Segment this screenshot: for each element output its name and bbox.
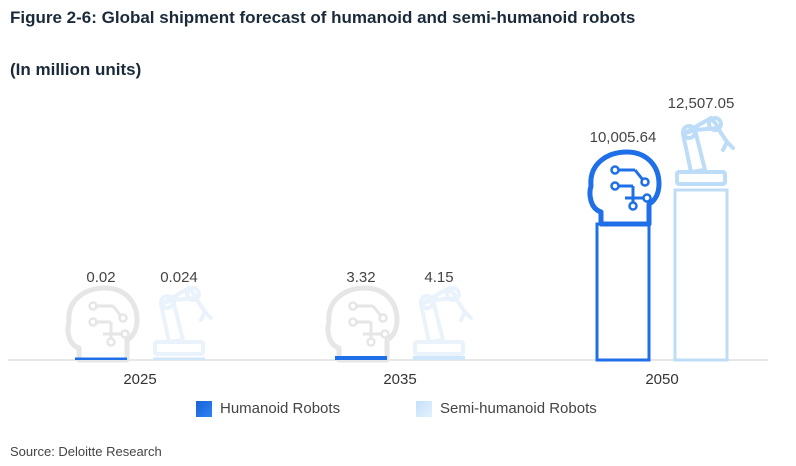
- legend-swatch-semi-humanoid: [416, 400, 432, 417]
- legend-label-semi-humanoid: Semi-humanoid Robots: [440, 400, 597, 417]
- chart-title: Figure 2-6: Global shipment forecast of …: [10, 8, 636, 27]
- data-label: 4.15: [424, 269, 453, 286]
- x-tick-label: 2025: [123, 371, 156, 388]
- legend-label-humanoid: Humanoid Robots: [220, 400, 341, 417]
- legend-item-humanoid: Humanoid Robots: [196, 400, 340, 417]
- data-label: 3.32: [346, 269, 375, 286]
- robot-arm-icon: [413, 286, 473, 356]
- data-label: 10,005.64: [590, 129, 657, 146]
- bar: [595, 222, 651, 362]
- bar-chart: 2025 0.02 0.024 2035 3.32 4.15 2050 10,005.64 12…: [8, 95, 768, 388]
- bar: [153, 357, 205, 360]
- legend: Humanoid Robots Semi-humanoid Robots: [0, 400, 796, 424]
- bar: [335, 356, 387, 360]
- source-note: Source: Deloitte Research: [10, 444, 162, 459]
- humanoid-head-icon: [590, 152, 659, 224]
- x-tick-label: 2050: [645, 371, 678, 388]
- legend-item-semi-humanoid: Semi-humanoid Robots: [416, 400, 597, 417]
- bars-layer: 2025 0.02 0.024 2035 3.32 4.15 2050 10,005.64 12…: [68, 95, 735, 388]
- bar: [413, 356, 465, 360]
- x-tick-label: 2035: [383, 371, 416, 388]
- legend-swatch-humanoid: [196, 400, 212, 417]
- bar: [75, 357, 127, 360]
- data-label: 12,507.05: [668, 95, 735, 112]
- robot-arm-icon: [153, 286, 213, 356]
- chart-subtitle: (In million units): [10, 60, 142, 79]
- humanoid-head-icon: [68, 288, 137, 360]
- robot-arm-icon: [675, 116, 735, 186]
- humanoid-head-icon: [328, 288, 397, 360]
- data-label: 0.024: [160, 269, 198, 286]
- data-label: 0.02: [86, 269, 115, 286]
- bar: [673, 188, 729, 362]
